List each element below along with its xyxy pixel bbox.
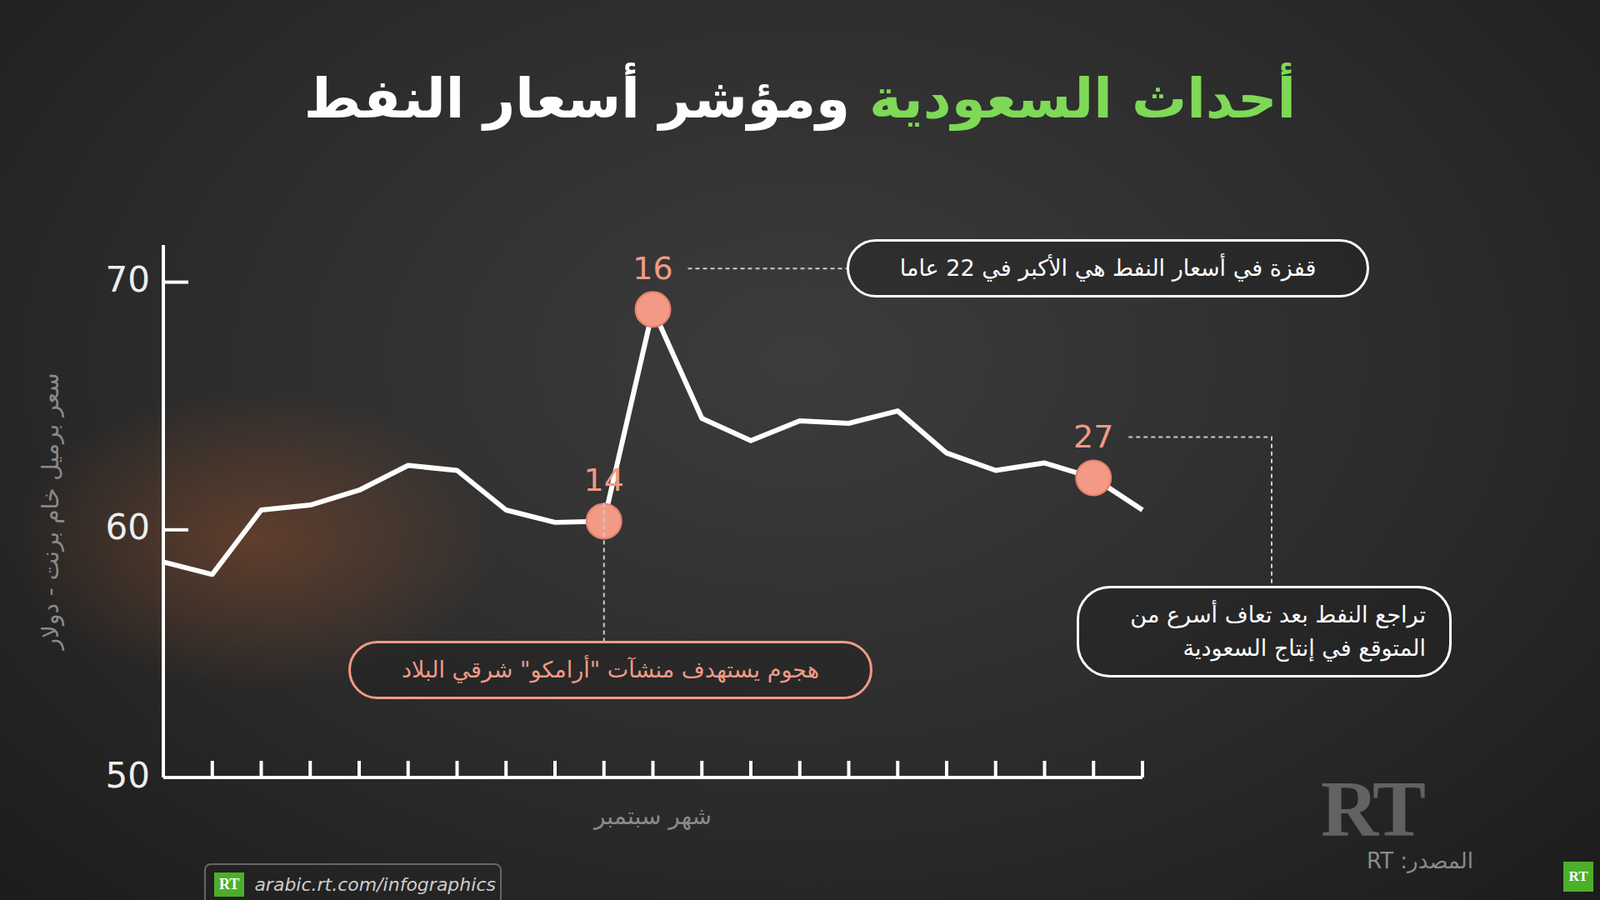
svg-text:27: 27: [1073, 418, 1114, 455]
html-text:أحداث السعودية: أحداث السعودية: [869, 66, 1296, 131]
html-text:arabic.rt.com/infographics: arabic.rt.com/infographics: [254, 873, 496, 895]
svg-text:50: 50: [105, 755, 150, 796]
svg-text:شهر سبتمبر: شهر سبتمبر: [592, 802, 712, 830]
svg-text:70: 70: [105, 259, 150, 300]
html-text:RT: RT: [1568, 868, 1588, 885]
svg-text:سعر برميل خام برنت - دولار: سعر برميل خام برنت - دولار: [36, 372, 65, 651]
svg-text:14: 14: [584, 461, 625, 499]
svg-text:60: 60: [105, 506, 150, 548]
html-text:تراجع النفط بعد تعاف أسرع من ا: تراجع النفط بعد تعاف أسرع من المتوقع في …: [1130, 601, 1426, 661]
html-text:هجوم يستهدف منشآت "أرامكو" شرق: هجوم يستهدف منشآت "أرامكو" شرقي البلاد: [401, 656, 820, 683]
html-text:قفزة في أسعار النفط هي الأكبر: قفزة في أسعار النفط هي الأكبر في 22 عاما: [899, 255, 1317, 281]
html-text:ومؤشر أسعار النفط: ومؤشر أسعار النفط: [304, 66, 851, 131]
html-text:RT: RT: [1320, 764, 1423, 854]
html-text:RT: RT: [219, 875, 240, 893]
svg-text:16: 16: [632, 250, 673, 287]
html-text:المصدر: RT: المصدر: RT: [1366, 848, 1474, 874]
